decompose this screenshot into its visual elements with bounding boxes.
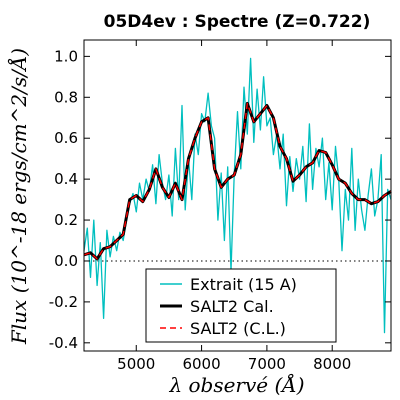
x-axis-label: λ observé (Å)	[168, 372, 304, 397]
y-tick-label: -0.2	[49, 293, 78, 311]
ticks-group: 5000 6000 7000 8000 -0.4 -0.2 0.0 0.2 0.4 0.6 0.8 1…	[49, 40, 391, 373]
legend: Extrait (15 A) SALT2 Cal. SALT2 (C.L.)	[145, 268, 337, 343]
legend-label-extrait: Extrait (15 A)	[190, 275, 297, 294]
series-line-2	[83, 102, 392, 260]
y-axis-label: Flux (10^-18 ergs/cm^2/s/Å)	[6, 48, 31, 345]
series-layer	[83, 57, 392, 334]
plot-frame	[83, 39, 392, 352]
chart-title: 05D4ev : Spectre (Z=0.722)	[104, 12, 371, 32]
legend-label-salt2-cl: SALT2 (C.L.)	[190, 319, 286, 338]
y-tick-label: 0.6	[54, 129, 78, 147]
y-tick-label: 0.2	[54, 211, 78, 229]
x-tick-label: 5000	[117, 355, 155, 373]
series-line-0	[83, 57, 392, 334]
y-tick-label: 0.0	[54, 252, 78, 270]
x-tick-label: 8000	[313, 355, 351, 373]
y-tick-label: 0.8	[54, 88, 78, 106]
legend-label-salt2-cal: SALT2 Cal.	[190, 297, 274, 316]
y-tick-label: 1.0	[54, 47, 78, 65]
x-tick-label: 6000	[182, 355, 220, 373]
y-tick-label: 0.4	[54, 170, 78, 188]
y-tick-label: -0.4	[49, 334, 78, 352]
x-tick-label: 7000	[248, 355, 286, 373]
